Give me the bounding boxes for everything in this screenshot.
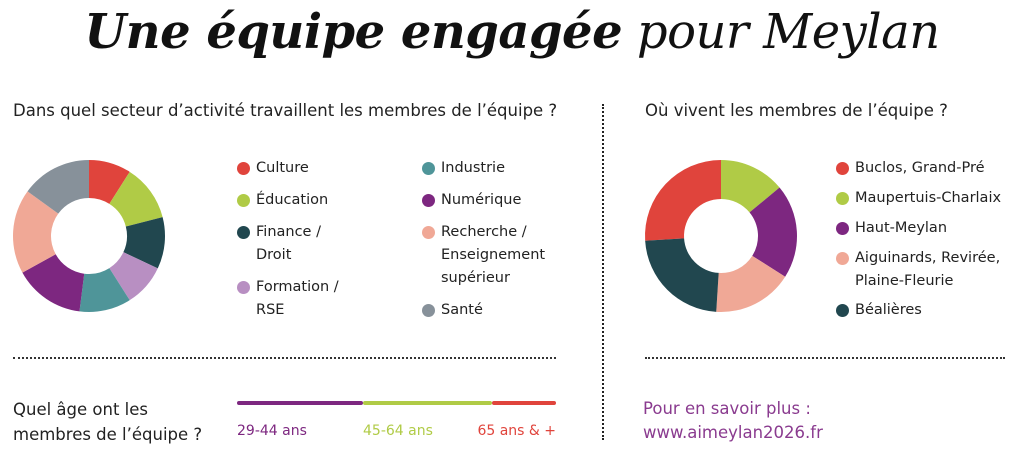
more-info-url[interactable]: www.aimeylan2026.fr	[643, 423, 823, 442]
legend-label-line: Éducation	[256, 192, 329, 208]
legend-swatch	[836, 162, 849, 175]
age-bar-segment-2	[363, 401, 493, 405]
donut-slice-sante	[27, 160, 89, 214]
legend-swatch	[836, 192, 849, 205]
legend-label-line: Maupertuis-Charlaix	[855, 190, 1002, 206]
legend-label-line: supérieur	[441, 270, 510, 286]
age-question-line1: Quel âge ont les	[13, 400, 149, 419]
legend-swatch	[836, 304, 849, 317]
legend-item: Formation / RSE	[256, 276, 339, 322]
age-stacked-bar	[237, 401, 556, 405]
legend-label-line: Buclos, Grand-Pré	[855, 160, 985, 176]
sector-question: Dans quel secteur d’activité travaillent…	[13, 101, 558, 120]
donut-slice-education	[109, 171, 163, 227]
legend-item: Aiguinards, Revirée, Plaine-Fleurie	[855, 247, 1000, 293]
donut-slice-haut-meylan	[749, 187, 797, 277]
legend-label-line: Culture	[256, 160, 309, 176]
legend-label-line: Formation /	[256, 279, 339, 295]
legend-swatch	[237, 194, 250, 207]
legend-label-line: RSE	[256, 302, 285, 318]
legend-label-line: Santé	[441, 302, 483, 318]
legend-swatch	[836, 222, 849, 235]
legend-item: Finance / Droit	[256, 221, 321, 267]
donut-slice-numerique	[22, 254, 85, 312]
age-bar-segment-3	[492, 401, 556, 405]
legend-item: Haut-Meylan	[855, 217, 947, 240]
age-label-29-44: 29-44 ans	[237, 423, 307, 439]
donut-slice-formation-rse	[109, 252, 158, 301]
sector-donut-chart	[12, 160, 165, 312]
legend-swatch	[836, 252, 849, 265]
title-bold: Une équipe engagée	[84, 4, 623, 60]
legend-label-line: Numérique	[441, 192, 522, 208]
age-label-45-64: 45-64 ans	[363, 423, 433, 439]
age-label-65-plus: 65 ans & +	[477, 423, 556, 439]
age-question-line2: membres de l’équipe ?	[13, 425, 203, 444]
residence-question: Où vivent les membres de l’équipe ?	[645, 101, 948, 120]
legend-item: Maupertuis-Charlaix	[855, 187, 1001, 210]
donut-slice-aiguinards-reviree-plaine-fleurie	[716, 255, 786, 312]
legend-label-line: Industrie	[441, 160, 506, 176]
legend-item: Santé	[441, 299, 483, 322]
donut-slice-recherche-enseignement-superieur	[12, 191, 59, 273]
age-question: Quel âge ont les membres de l’équipe ?	[13, 397, 202, 447]
legend-item: Numérique	[441, 189, 521, 212]
legend-item: Éducation	[256, 189, 328, 212]
divider-right	[645, 357, 1005, 359]
donut-slice-maupertuis-charlaix	[721, 160, 780, 213]
title-regular: pour Meylan	[636, 4, 940, 60]
legend-label-line: Recherche /	[441, 224, 527, 240]
legend-item: Béalières	[855, 299, 922, 322]
legend-label-line: Aiguinards, Revirée,	[855, 250, 1001, 266]
legend-item: Recherche / Enseignement supérieur	[441, 221, 545, 290]
legend-label-line: Enseignement	[441, 247, 546, 263]
legend-item: Culture	[256, 157, 309, 180]
legend-swatch	[422, 226, 435, 239]
legend-label-line: Béalières	[855, 302, 922, 318]
donut-slice-industrie	[79, 268, 130, 312]
legend-label-line: Haut-Meylan	[855, 220, 948, 236]
legend-label-line: Plaine-Fleurie	[855, 273, 954, 289]
page-title: Une équipe engagée pour Meylan	[0, 4, 1024, 60]
legend-swatch	[237, 226, 250, 239]
legend-swatch	[422, 194, 435, 207]
vertical-divider	[602, 104, 604, 440]
donut-slice-finance-droit	[123, 217, 165, 269]
divider-left	[13, 357, 556, 359]
legend-swatch	[237, 162, 250, 175]
legend-item: Industrie	[441, 157, 505, 180]
residence-donut-chart	[645, 160, 797, 312]
legend-swatch	[237, 281, 250, 294]
legend-swatch	[422, 162, 435, 175]
more-info-label: Pour en savoir plus :	[643, 399, 811, 418]
more-info: Pour en savoir plus : www.aimeylan2026.f…	[643, 397, 823, 445]
donut-slice-bealieres	[645, 238, 719, 312]
donut-slice-buclos-grand-pre	[645, 160, 721, 241]
age-bar-segment-1	[237, 401, 363, 405]
legend-swatch	[422, 304, 435, 317]
donut-slice-culture	[89, 160, 130, 204]
legend-label-line: Droit	[256, 247, 292, 263]
legend-item: Buclos, Grand-Pré	[855, 157, 985, 180]
legend-label-line: Finance /	[256, 224, 321, 240]
